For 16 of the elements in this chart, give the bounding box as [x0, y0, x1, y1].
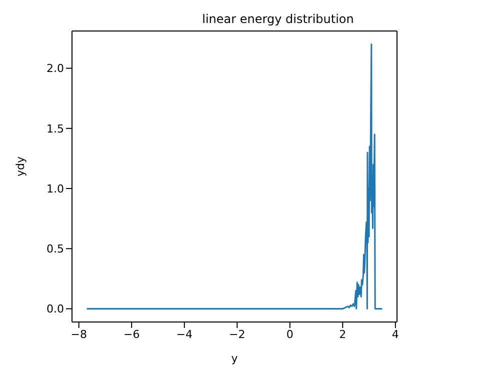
y-tick-label: 1.0	[46, 182, 64, 196]
chart-title: linear energy distribution	[201, 12, 355, 26]
x-tick-label: −8	[70, 328, 87, 341]
y-tick-label: 0.5	[46, 242, 64, 256]
x-tick-label: 4	[392, 328, 399, 341]
x-tick-label: −2	[229, 328, 246, 341]
x-axis-title: y	[231, 352, 238, 365]
x-tick-label: −6	[124, 328, 140, 341]
x-tick-label: −4	[176, 328, 192, 341]
y-tick-label: 2.0	[46, 62, 64, 76]
y-axis-title: ydy	[14, 156, 27, 176]
y-tick-label: 1.5	[46, 122, 64, 136]
x-tick-label: 0	[286, 328, 294, 341]
line-series	[86, 43, 383, 310]
x-tick-label: 2	[339, 328, 346, 341]
y-tick-label: 0.0	[46, 302, 64, 316]
